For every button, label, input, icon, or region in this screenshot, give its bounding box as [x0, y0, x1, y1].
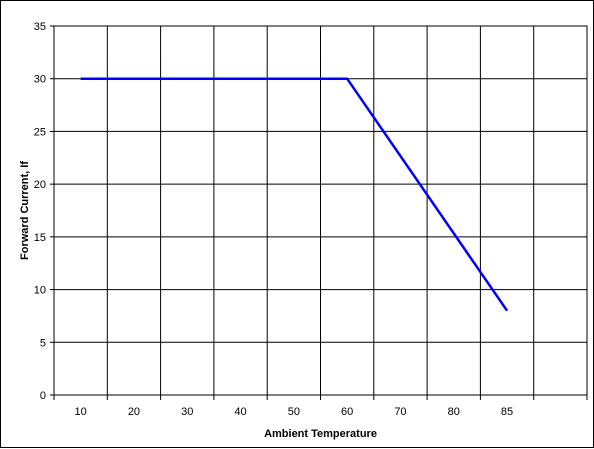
x-tick-label: 60 [341, 406, 353, 418]
series-layer [80, 77, 509, 312]
x-axis-title: Ambient Temperature [264, 428, 377, 440]
y-tick-label: 5 [40, 337, 46, 349]
y-tick-label: 30 [34, 74, 46, 86]
axis-ticks: 0 5 10 15 20 25 30 35 10 20 30 40 50 60 70 80 85 [34, 21, 588, 418]
y-tick-label: 35 [34, 21, 46, 33]
x-tick-label: 50 [288, 406, 300, 418]
x-tick-label: 10 [75, 406, 87, 418]
y-tick-label: 25 [34, 126, 46, 138]
y-axis-title: Forward Current, If [19, 161, 31, 260]
x-tick-label: 20 [128, 406, 140, 418]
x-tick-label: 80 [448, 406, 460, 418]
y-tick-label: 20 [34, 179, 46, 191]
series-line [80, 77, 509, 312]
gridlines [54, 25, 587, 395]
y-tick-label: 0 [40, 390, 46, 402]
x-tick-label: 30 [181, 406, 193, 418]
x-tick-label: 40 [234, 406, 246, 418]
x-tick-label: 85 [501, 406, 513, 418]
x-tick-label: 70 [394, 406, 406, 418]
y-tick-label: 10 [34, 285, 46, 297]
y-tick-label: 15 [34, 232, 46, 244]
